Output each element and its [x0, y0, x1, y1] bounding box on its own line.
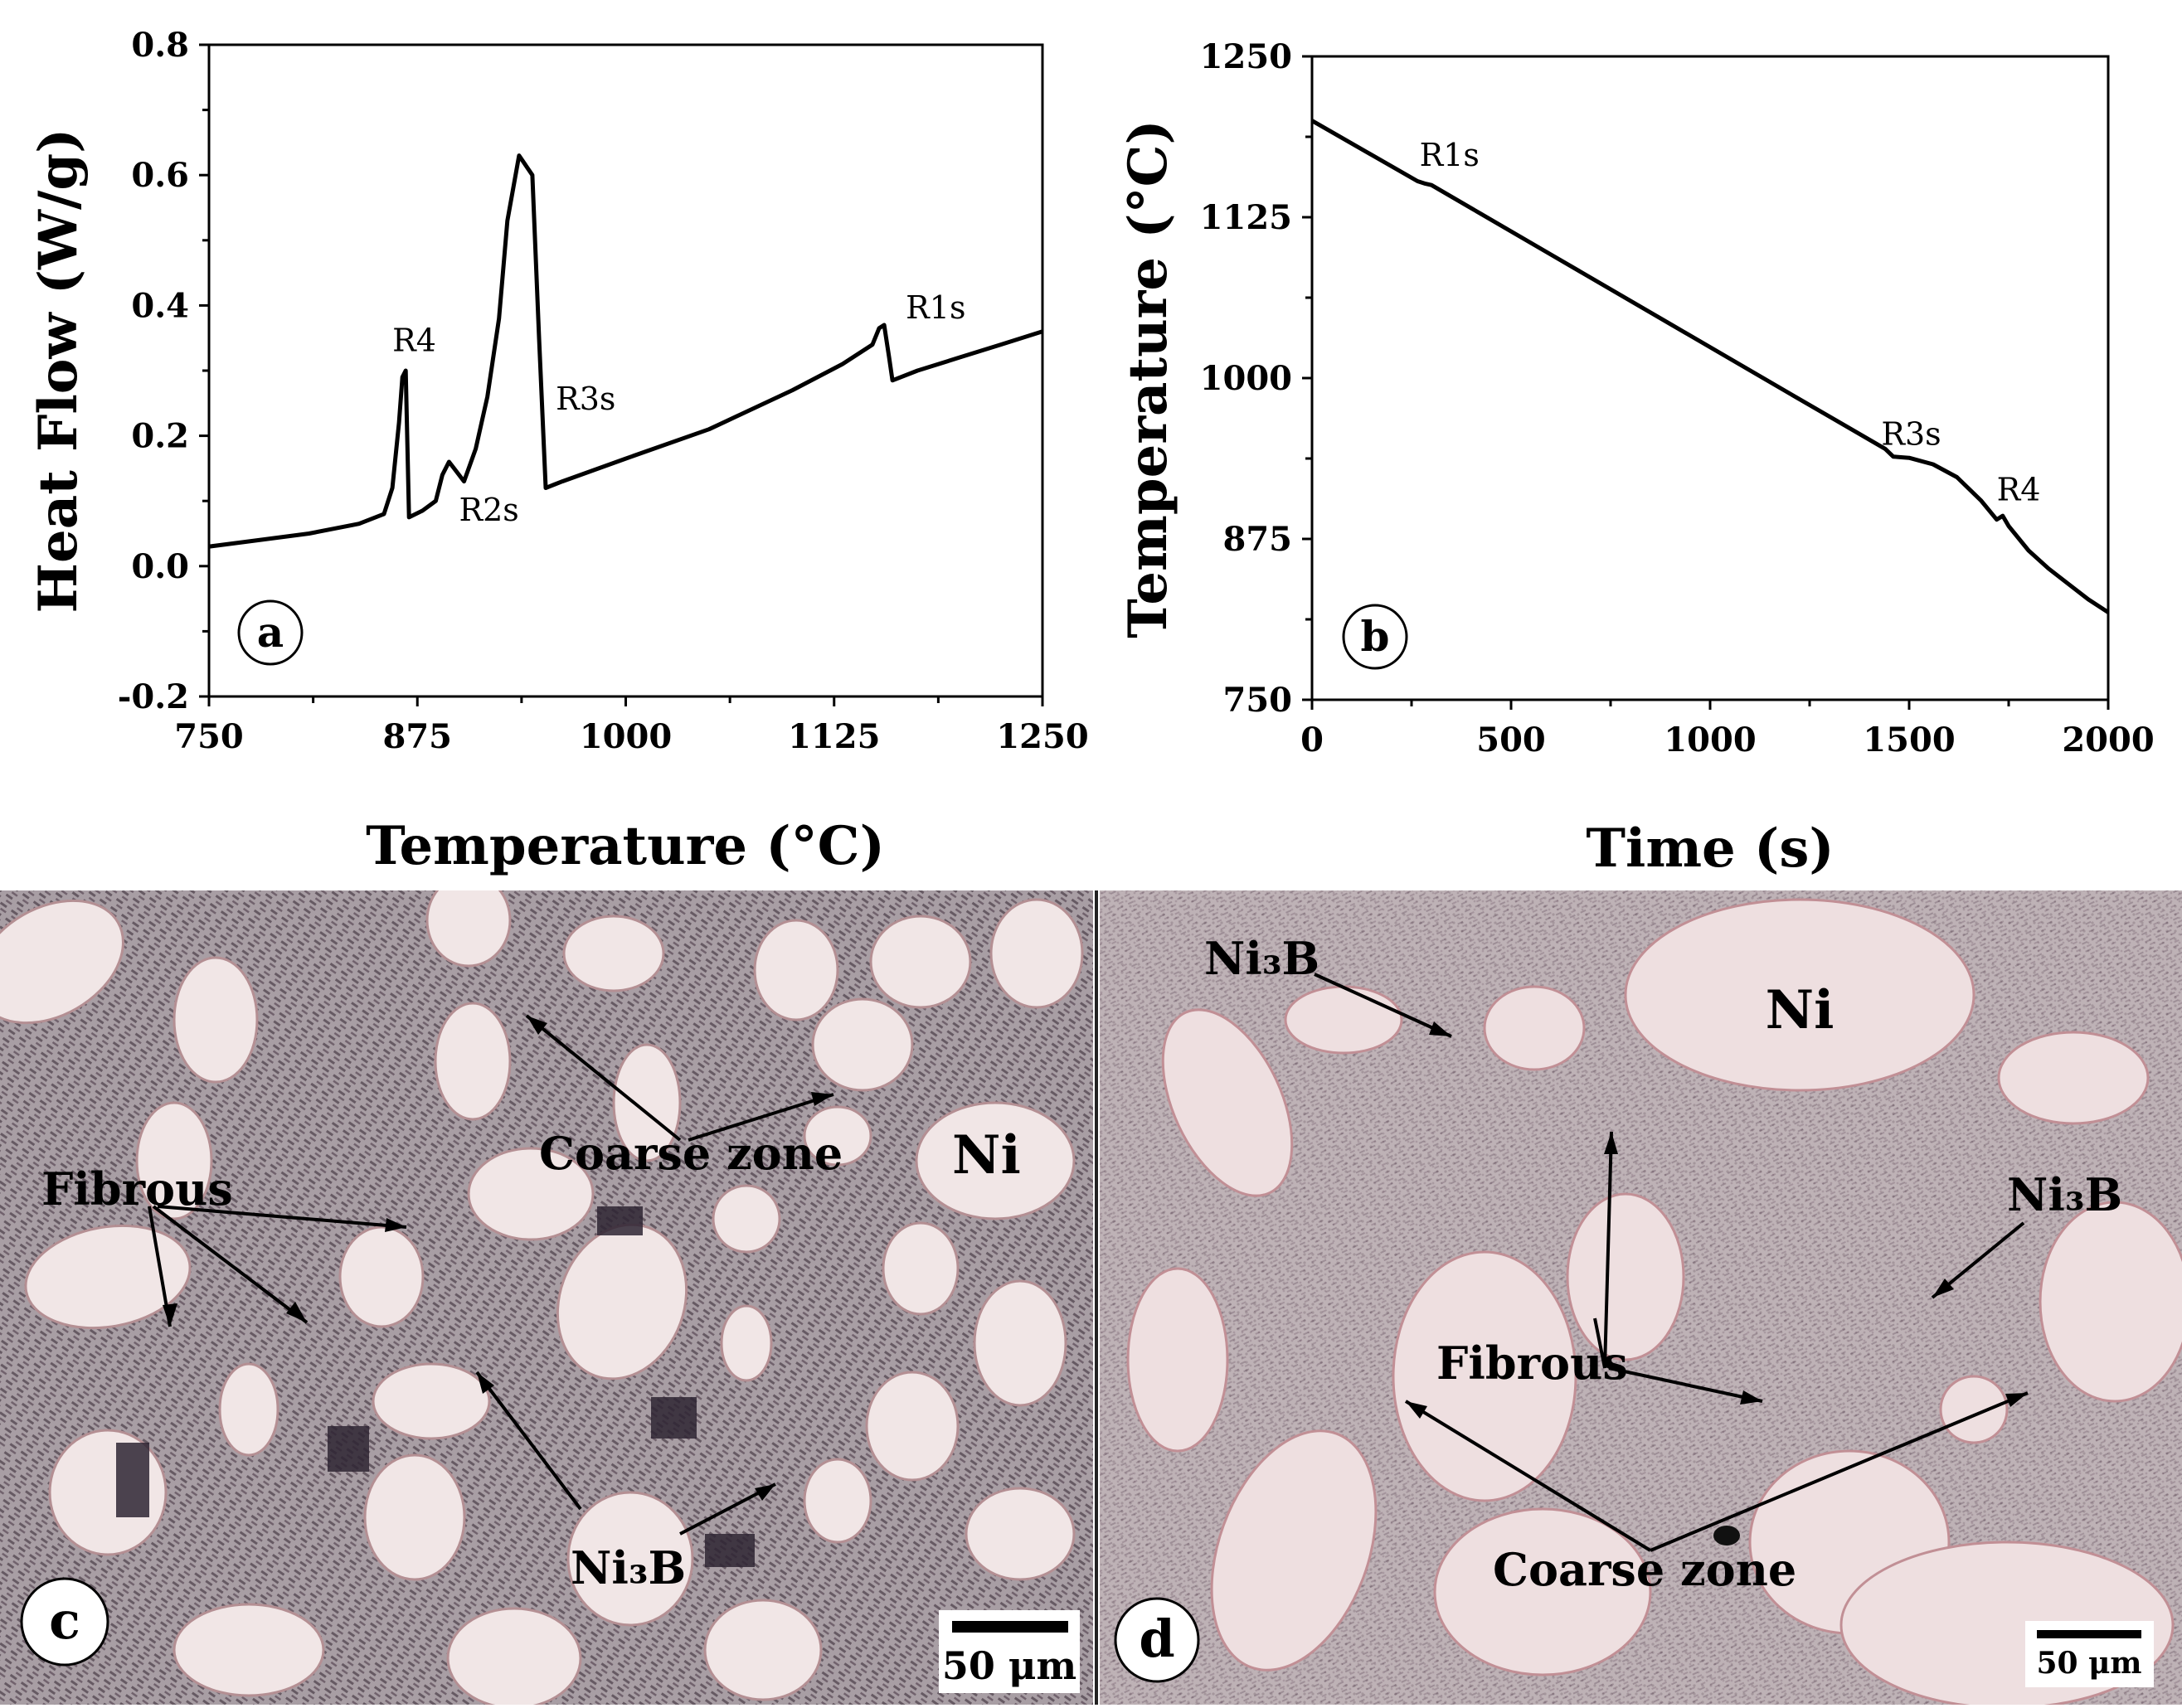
a-x-tick-label: 875 — [383, 717, 453, 756]
panel-d-annotations: Ni₃B Ni Ni₃B Fibrous Coarse zone 50 μm d — [1114, 932, 2154, 1687]
b-y-tick-label: 875 — [1223, 520, 1293, 559]
panel-b-x-tick-labels: 0 500 1000 1500 2000 — [1300, 721, 2155, 759]
a-y-tick-label: 0.2 — [131, 417, 189, 456]
panel-c-letter-circle — [20, 1577, 109, 1667]
panel-c-label-ni: Ni — [952, 1124, 1021, 1186]
panel-c-arrowheads — [163, 1016, 833, 1501]
a-peak-label-r4: R4 — [392, 322, 436, 358]
b-y-tick-label: 1250 — [1200, 37, 1292, 76]
panel-b-ticks — [1302, 55, 2110, 710]
panel-d-arrowheads — [1406, 1021, 2028, 1419]
panel-b-temperature-series-line — [1310, 119, 2110, 614]
panel-b-y-axis-title: Temperature (°C) — [1117, 119, 1179, 638]
panel-d-dark-pore — [1713, 1526, 1740, 1545]
panel-d-micrograph — [1100, 890, 2182, 1705]
b-peak-label-r3s: R3s — [1881, 416, 1941, 453]
panel-a-letter: a — [257, 608, 284, 657]
panel-d-letter-circle — [1114, 1597, 1200, 1683]
panel-d-ni-dendrites — [1126, 898, 2182, 1705]
b-x-tick-label: 2000 — [2062, 721, 2154, 759]
panel-d-label-fibrous: Fibrous — [1436, 1337, 1628, 1390]
panel-a-y-axis-title: Heat Flow (W/g) — [27, 129, 90, 614]
panel-c-label-fibrous: Fibrous — [41, 1162, 233, 1215]
panel-d-label-ni: Ni — [1766, 979, 1835, 1041]
a-y-tick-label: -0.2 — [118, 677, 189, 716]
panel-c-ni-dendrites — [0, 890, 1084, 1705]
b-y-tick-label: 1125 — [1200, 198, 1292, 237]
panel-b-x-axis-title: Time (s) — [1586, 818, 1834, 880]
panel-a-annotations: R4 R2s R3s R1s — [392, 289, 965, 528]
panel-a-y-tick-labels: -0.2 0.0 0.2 0.4 0.6 0.8 — [118, 26, 189, 716]
a-peak-label-r3s: R3s — [556, 381, 615, 417]
b-y-tick-label: 750 — [1223, 681, 1293, 720]
panel-d-label-ni3b-right: Ni₃B — [2007, 1168, 2122, 1221]
panel-c-letter: c — [49, 1590, 80, 1651]
panel-c-scale-bar — [952, 1621, 1068, 1633]
a-x-tick-label: 1250 — [996, 717, 1088, 756]
a-y-tick-label: 0.4 — [131, 286, 189, 325]
a-x-tick-label: 1125 — [788, 717, 880, 756]
b-peak-label-r1s: R1s — [1420, 137, 1480, 173]
panel-b-annotations: R1s R3s R4 — [1420, 137, 2041, 508]
panel-c-annotations: Fibrous Coarse zone Ni Ni₃B 50 μm c — [20, 1014, 1080, 1693]
panel-b-letter: b — [1361, 612, 1390, 661]
b-x-tick-label: 1500 — [1863, 721, 1955, 759]
panel-c-scale-bar-label: 50 μm — [942, 1643, 1076, 1688]
panel-a-ticks — [199, 43, 1044, 706]
panel-d-label-coarse-zone: Coarse zone — [1493, 1543, 1796, 1596]
panel-b-letter-circle — [1342, 604, 1408, 670]
panel-a-heat-flow-series-line — [208, 153, 1043, 549]
b-x-tick-label: 500 — [1476, 721, 1546, 759]
b-x-tick-label: 0 — [1300, 721, 1324, 759]
b-x-tick-label: 1000 — [1664, 721, 1756, 759]
panel-a-dsc-chart: 750 875 1000 1125 1250 -0.2 0.0 0.2 0.4 0.6 0.8 R… — [27, 26, 1089, 877]
panel-c-ni3b-blocks — [116, 1206, 755, 1567]
a-x-tick-label: 750 — [174, 717, 244, 756]
panel-a-letter-circle — [237, 599, 304, 666]
a-peak-label-r2s: R2s — [459, 492, 519, 528]
panel-b-y-tick-labels: 750 875 1000 1125 1250 — [1200, 37, 1292, 720]
a-x-tick-label: 1000 — [580, 717, 672, 756]
panel-d-label-ni3b-top: Ni₃B — [1204, 932, 1319, 985]
b-y-tick-label: 1000 — [1200, 359, 1292, 398]
a-y-tick-label: 0.6 — [131, 156, 189, 195]
panel-d-scale-bar-label: 50 μm — [2036, 1646, 2141, 1681]
panel-a-x-axis-title: Temperature (°C) — [366, 815, 885, 877]
panel-c-label-ni3b: Ni₃B — [571, 1541, 686, 1594]
a-y-tick-label: 0.0 — [131, 547, 189, 586]
panel-d-letter: d — [1139, 1609, 1174, 1669]
panel-c-label-coarse-zone: Coarse zone — [539, 1127, 843, 1180]
panel-d-scale-bar — [2037, 1630, 2141, 1638]
panel-c-micrograph — [0, 890, 1093, 1705]
b-peak-label-r4: R4 — [1997, 471, 2041, 507]
panel-d-arrows — [1314, 973, 2029, 1552]
panel-a-x-tick-labels: 750 875 1000 1125 1250 — [174, 717, 1088, 756]
a-y-tick-label: 0.8 — [131, 26, 189, 65]
a-peak-label-r1s: R1s — [906, 289, 965, 326]
